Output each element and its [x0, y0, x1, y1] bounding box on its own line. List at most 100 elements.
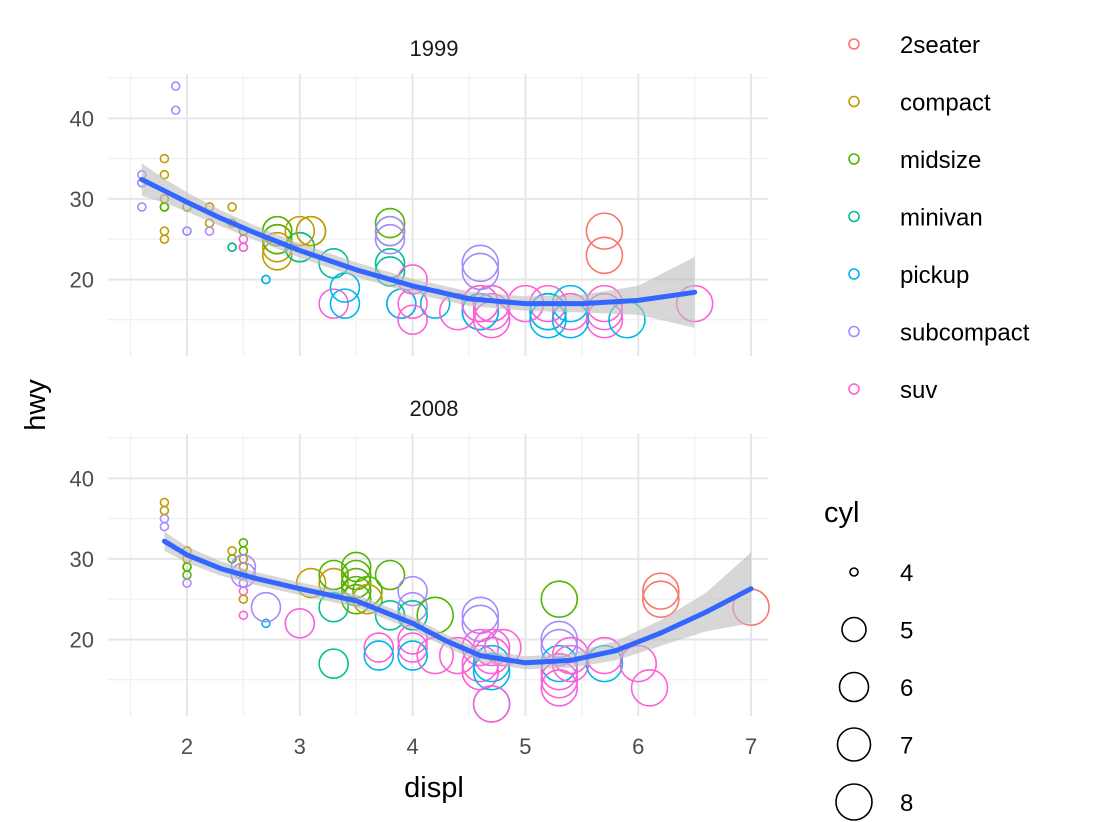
y-axis-label: hwy: [20, 379, 52, 431]
size-legend-label-8: 8: [900, 790, 913, 817]
x-axis-label: displ: [404, 772, 464, 804]
data-point: [159, 153, 170, 164]
data-point: [642, 572, 680, 610]
data-point: [159, 202, 170, 212]
data-point: [204, 226, 215, 236]
data-point: [642, 580, 680, 618]
data-point: [318, 648, 349, 679]
data-point: [374, 223, 406, 255]
smooth-trend-line: [139, 177, 698, 307]
data-point: [397, 575, 428, 607]
x-tick-label: 3: [294, 734, 306, 759]
legend-label-minivan: minivan: [900, 205, 983, 232]
panel-title-2008: 2008: [410, 396, 459, 421]
data-point: [137, 202, 147, 212]
data-point: [461, 596, 500, 635]
x-tick-label: 2: [181, 734, 193, 759]
size-legend-label-7: 7: [900, 733, 913, 760]
data-point: [227, 546, 237, 556]
panel-2008: 20 30 40: [70, 434, 770, 723]
data-point: [227, 242, 237, 253]
data-point: [227, 202, 237, 212]
data-point: [318, 559, 349, 591]
data-point: [170, 81, 181, 91]
data-point: [318, 288, 349, 319]
data-point: [461, 244, 500, 283]
size-legend-title: cyl: [824, 497, 859, 529]
legend-key-minivan: [848, 210, 860, 223]
smooth-trend-line: [161, 538, 754, 666]
y-tick-label: 30: [70, 547, 94, 572]
data-point: [363, 632, 395, 663]
data-point: [159, 234, 170, 244]
x-tick-label: 6: [632, 734, 644, 759]
data-point: [329, 272, 361, 303]
legend-key-pickup: [848, 268, 860, 280]
data-point: [461, 604, 500, 643]
legend-label-pickup: pickup: [900, 262, 969, 289]
legend-label-suv: suv: [900, 377, 937, 404]
data-point: [585, 236, 624, 275]
data-point: [363, 640, 395, 671]
data-point: [374, 207, 406, 239]
size-legend-label-4: 4: [900, 560, 913, 587]
data-point: [585, 212, 624, 250]
data-point: [159, 521, 170, 532]
data-point: [461, 252, 500, 291]
data-point: [261, 274, 271, 285]
data-point: [261, 618, 271, 629]
legend-key-compact: [848, 95, 860, 108]
legend: 2seater compact midsize minivan pickup subcom…: [835, 32, 1030, 821]
smooth-confidence-band: [141, 163, 695, 328]
y-tick-label: 20: [70, 627, 94, 652]
legend-label-subcompact: subcompact: [900, 320, 1030, 347]
data-point: [540, 580, 579, 618]
data-point: [540, 668, 579, 707]
data-point: [238, 242, 249, 253]
data-point: [374, 559, 406, 591]
legend-label-compact: compact: [900, 90, 991, 117]
legend-key-2seater: [848, 38, 860, 50]
data-point: [374, 215, 406, 247]
y-tick-label: 30: [70, 187, 94, 212]
size-legend-label-5: 5: [900, 618, 913, 645]
legend-label-midsize: midsize: [900, 147, 981, 174]
data-point: [250, 591, 282, 623]
data-point: [182, 226, 192, 236]
data-point: [295, 215, 327, 247]
size-legend-key-4: [849, 567, 859, 577]
smooth-confidence-band: [164, 531, 752, 670]
legend-key-midsize: [848, 153, 860, 165]
x-tick-label: 7: [745, 734, 757, 759]
data-point: [238, 594, 249, 604]
data-point: [329, 288, 361, 319]
data-point: [238, 610, 249, 621]
size-legend-key-5: [841, 616, 867, 643]
data-point: [630, 668, 669, 707]
panels-layer: 20 30 40 20 30 40 2 3 4 5 6 7: [70, 74, 770, 759]
legend-key-suv: [848, 383, 860, 395]
x-tick-label: 4: [406, 734, 418, 759]
data-point: [397, 304, 428, 336]
data-point: [159, 226, 170, 236]
data-point: [170, 105, 181, 116]
data-point: [182, 578, 192, 588]
x-tick-label: 5: [519, 734, 531, 759]
size-legend-key-7: [836, 727, 872, 762]
y-tick-label: 20: [70, 267, 94, 292]
panel-title-1999: 1999: [410, 36, 459, 61]
data-point: [159, 505, 170, 516]
size-legend-label-6: 6: [900, 675, 913, 702]
panel-1999: 20 30 40: [70, 74, 768, 356]
size-legend-key-6: [838, 671, 870, 703]
data-point: [284, 608, 316, 639]
data-point: [397, 632, 428, 663]
data-point: [159, 497, 170, 508]
data-point: [397, 640, 428, 671]
y-tick-label: 40: [70, 466, 94, 491]
data-point: [182, 562, 192, 572]
legend-key-subcompact: [848, 325, 860, 338]
size-legend-key-8: [835, 783, 873, 821]
y-tick-label: 40: [70, 106, 94, 131]
